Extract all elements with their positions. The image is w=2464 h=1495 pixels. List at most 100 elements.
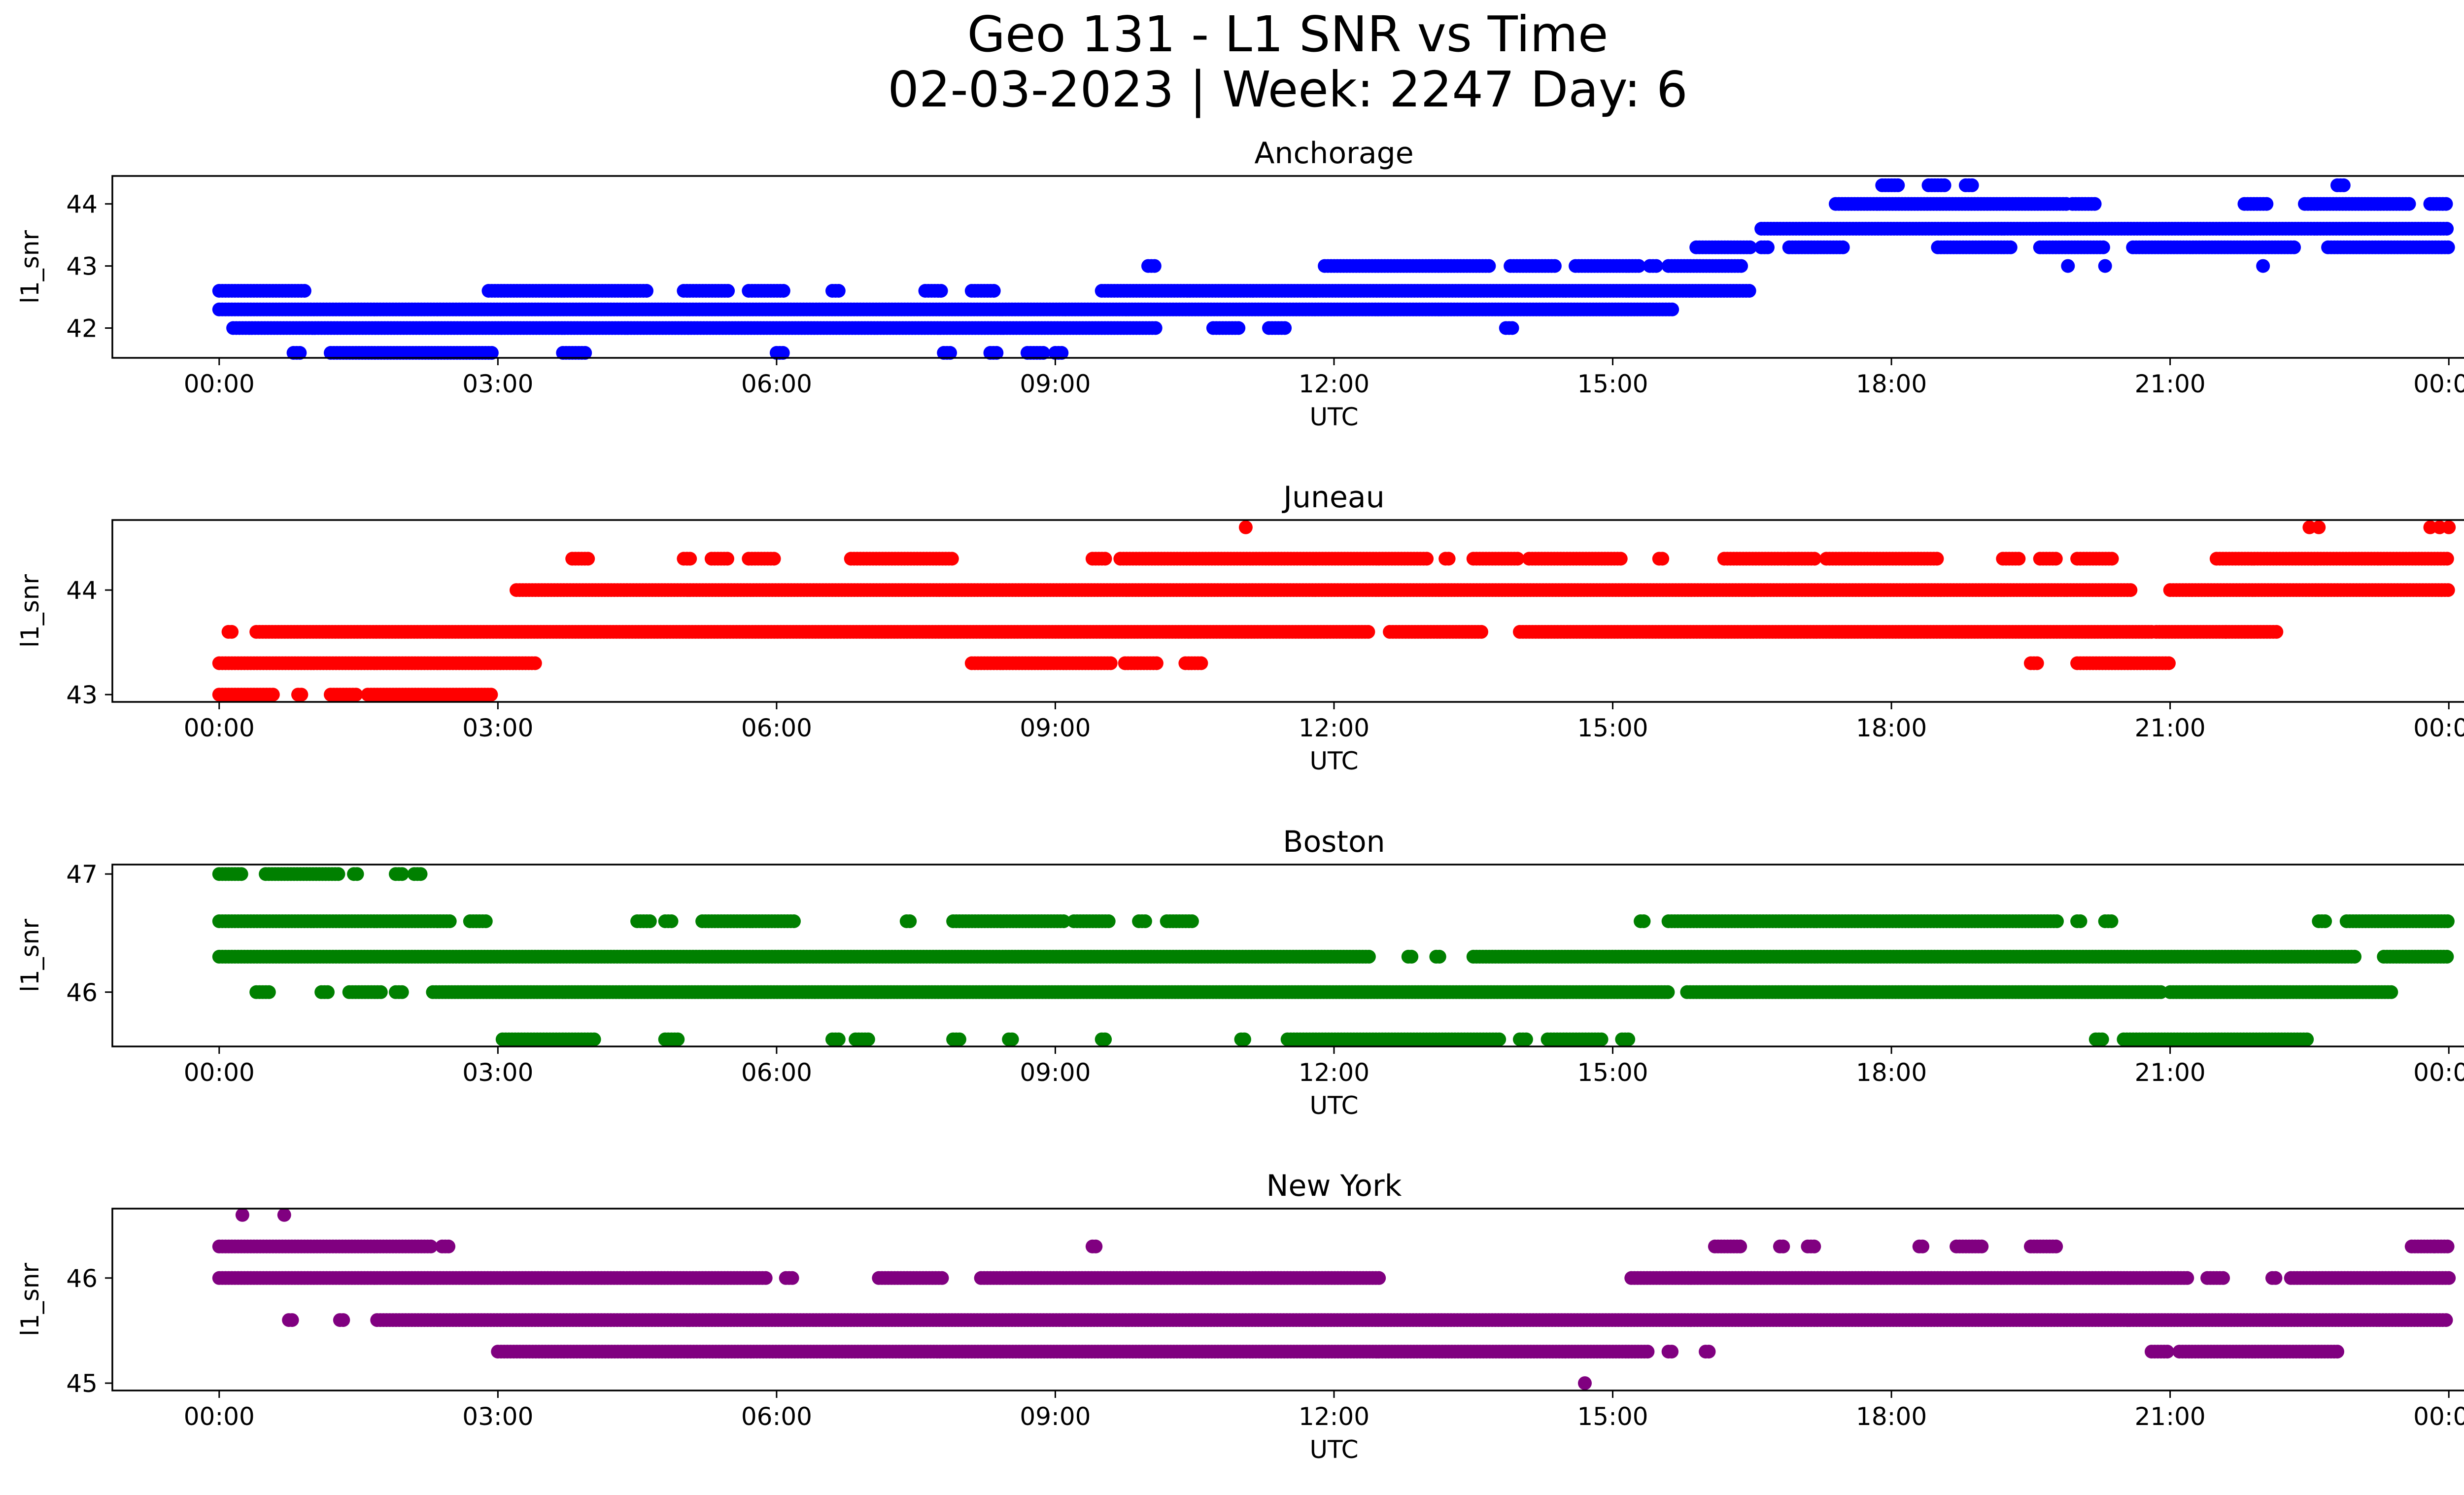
data-point — [2088, 197, 2102, 211]
data-point — [1808, 552, 1821, 566]
data-point — [2256, 259, 2270, 273]
data-point — [943, 346, 957, 360]
data-point — [1036, 346, 1050, 360]
y-axis-label: l1_snr — [16, 230, 44, 304]
data-point — [1441, 552, 1456, 566]
data-point — [578, 346, 592, 360]
data-point — [1474, 625, 1488, 639]
data-point — [776, 346, 790, 360]
data-point — [225, 625, 239, 639]
data-point — [2030, 656, 2044, 670]
x-tick-label: 00:00 — [2413, 714, 2464, 742]
data-point — [262, 985, 276, 999]
data-point — [1965, 178, 1979, 192]
data-point — [720, 552, 734, 566]
data-point — [293, 346, 307, 360]
data-point — [1103, 656, 1118, 670]
data-point — [990, 346, 1004, 360]
data-point — [987, 284, 1001, 298]
data-point — [294, 688, 308, 702]
subplot-juneau: 00:00 03:00 06:00 09:00 12:00 15:00 18:00 21:00… — [16, 480, 2464, 775]
figure-title-line-2: 02-03-2023 | Week: 2247 Day: 6 — [888, 61, 1688, 118]
data-point — [2269, 625, 2284, 639]
data-point — [2259, 197, 2274, 211]
data-point — [395, 985, 409, 999]
y-tick-label: 43 — [66, 252, 98, 281]
data-point — [721, 284, 735, 298]
data-point — [1055, 346, 1069, 360]
data-point — [1098, 1032, 1112, 1046]
data-point — [1761, 240, 1775, 254]
data-point — [1432, 949, 1446, 964]
data-point — [2336, 178, 2351, 192]
data-point — [2300, 1032, 2314, 1046]
x-tick-label: 21:00 — [2135, 370, 2206, 398]
data-point — [1361, 625, 1375, 639]
x-tick-label: 15:00 — [1577, 370, 1648, 398]
data-point — [1665, 302, 1679, 316]
data-point — [1238, 520, 1253, 534]
subplot-title: Juneau — [1281, 480, 1384, 515]
data-point — [1005, 1032, 1019, 1046]
y-tick-label: 44 — [66, 190, 98, 219]
axes-frame — [111, 519, 2464, 703]
figure-title-line-1: Geo 131 - L1 SNR vs Time — [967, 5, 1608, 63]
data-point — [1519, 1032, 1533, 1046]
data-point — [2384, 985, 2398, 999]
data-point — [1594, 1032, 1608, 1046]
data-point — [2105, 552, 2119, 566]
data-point — [1098, 552, 1112, 566]
data-point — [1632, 259, 1646, 273]
x-tick-label: 03:00 — [462, 714, 533, 742]
data-point — [767, 552, 781, 566]
data-point — [2287, 240, 2301, 254]
data-point — [1147, 259, 1162, 273]
data-point — [1547, 259, 1562, 273]
data-point — [2098, 259, 2112, 273]
x-tick-label: 12:00 — [1299, 714, 1369, 742]
data-point — [2096, 240, 2110, 254]
y-tick-label: 43 — [66, 681, 98, 709]
subplot-title: Anchorage — [1254, 136, 1413, 171]
data-point — [861, 1032, 875, 1046]
x-tick-label: 09:00 — [1020, 714, 1091, 742]
data-point — [2061, 259, 2075, 273]
data-point — [1937, 178, 1951, 192]
data-point — [2440, 552, 2454, 566]
figure-title: Geo 131 - L1 SNR vs Time 02-03-2023 | We… — [0, 7, 2464, 117]
data-point — [683, 552, 697, 566]
x-tick-label: 21:00 — [2135, 714, 2206, 742]
x-tick-label: 18:00 — [1856, 370, 1927, 398]
subplot-boston: 00:00 03:00 06:00 09:00 12:00 15:00 18:00 21:00… — [16, 825, 2464, 1120]
series-points — [212, 178, 2455, 360]
data-point — [2012, 552, 2026, 566]
data-point — [1930, 552, 1944, 566]
data-point — [1404, 949, 1419, 964]
data-point — [2095, 1032, 2109, 1046]
data-point — [776, 284, 790, 298]
data-point — [1621, 1032, 1636, 1046]
data-point — [1734, 259, 1748, 273]
subplot-anchorage: 00:00 03:00 06:00 09:00 12:00 15:00 18:00 21:00… — [16, 136, 2464, 431]
y-axis-label: l1_snr — [16, 574, 44, 648]
data-point — [2312, 520, 2326, 534]
x-tick-label: 15:00 — [1577, 714, 1648, 742]
x-tick-label: 06:00 — [741, 370, 812, 398]
data-point — [952, 1032, 966, 1046]
data-point — [1492, 1032, 1506, 1046]
data-point — [1891, 178, 1905, 192]
data-point — [2402, 197, 2416, 211]
data-point — [2049, 552, 2063, 566]
data-point — [1232, 321, 1246, 335]
data-point — [528, 656, 542, 670]
data-point — [1836, 240, 1850, 254]
data-point — [1661, 985, 1675, 999]
x-tick-label: 18:00 — [1856, 714, 1927, 742]
data-point — [831, 284, 846, 298]
x-tick-label: 06:00 — [741, 714, 812, 742]
x-axis-label: UTC — [1309, 747, 1358, 775]
data-point — [1613, 552, 1628, 566]
x-tick-label: 03:00 — [462, 370, 533, 398]
data-point — [321, 985, 335, 999]
